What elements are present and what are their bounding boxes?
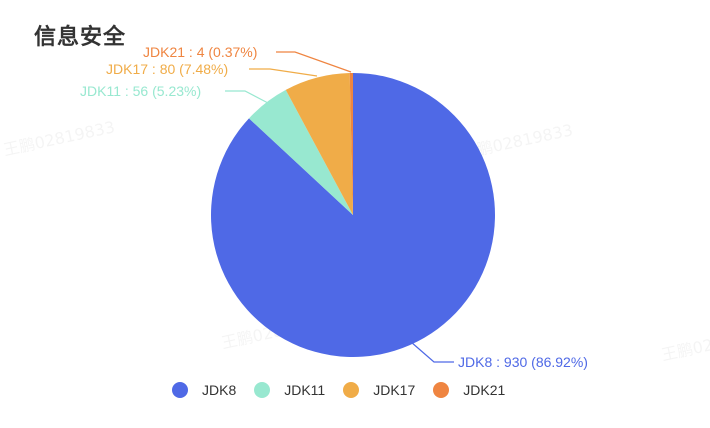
slice-label-jdk17: JDK17 : 80 (7.48%) bbox=[106, 61, 229, 77]
pie-slice-jdk17[interactable] bbox=[285, 73, 353, 215]
legend-item-jdk8[interactable]: JDK8 bbox=[172, 382, 236, 398]
label-line-jdk21 bbox=[276, 51, 352, 73]
legend-item-jdk21[interactable]: JDK21 bbox=[433, 382, 505, 398]
legend-label: JDK21 bbox=[463, 382, 506, 398]
pie-slice-jdk11[interactable] bbox=[248, 89, 353, 215]
slice-label-jdk11: JDK11 : 56 (5.23%) bbox=[80, 83, 202, 99]
legend-item-jdk11[interactable]: JDK11 bbox=[254, 382, 325, 398]
legend-label: JDK11 bbox=[284, 382, 326, 398]
legend-dot-icon bbox=[172, 382, 188, 398]
label-line-jdk17 bbox=[249, 68, 318, 77]
legend-dot-icon bbox=[343, 382, 360, 398]
pie-slice-jdk21[interactable] bbox=[349, 73, 353, 215]
legend-dot-icon bbox=[254, 382, 271, 398]
chart-title: 信息安全 bbox=[34, 25, 127, 50]
chart-legend: JDK8 JDK11 JDK17 JDK21 bbox=[172, 382, 523, 398]
legend-label: JDK8 bbox=[202, 382, 237, 398]
slice-label-jdk21: JDK21 : 4 (0.37%) bbox=[143, 44, 258, 60]
label-line-jdk11 bbox=[225, 90, 269, 104]
legend-label: JDK17 bbox=[373, 382, 416, 398]
label-line-jdk8 bbox=[410, 341, 454, 363]
legend-item-jdk17[interactable]: JDK17 bbox=[343, 382, 415, 398]
legend-dot-icon bbox=[433, 382, 450, 398]
slice-label-jdk8: JDK8 : 930 (86.92%) bbox=[458, 354, 588, 370]
